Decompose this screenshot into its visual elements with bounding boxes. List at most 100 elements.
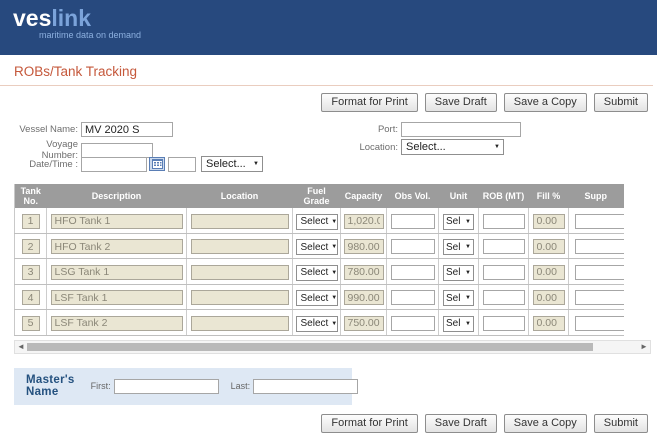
logo-tagline: maritime data on demand xyxy=(39,30,142,40)
obs-vol-input[interactable] xyxy=(390,290,435,306)
first-name-label: First: xyxy=(90,381,111,391)
table-row: Select▼ Sel▼ xyxy=(14,233,624,259)
scroll-right-icon[interactable]: ► xyxy=(640,342,648,351)
supplier-input[interactable] xyxy=(574,239,624,255)
save-draft-button[interactable]: Save Draft xyxy=(424,93,497,112)
supplier-input[interactable] xyxy=(574,315,624,331)
description-input xyxy=(50,315,183,331)
chevron-down-icon: ▼ xyxy=(253,161,259,167)
first-name-input[interactable] xyxy=(113,378,219,394)
chevron-down-icon: ▼ xyxy=(331,269,338,276)
rob-input[interactable] xyxy=(482,264,525,280)
tank-no-input xyxy=(21,315,40,331)
supplier-input[interactable] xyxy=(574,290,624,306)
column-header-location: Location xyxy=(186,184,293,208)
last-name-input[interactable] xyxy=(253,378,359,394)
fuel-grade-select[interactable]: Select ▼ xyxy=(295,315,338,332)
timezone-select-value: Select... xyxy=(206,158,246,170)
format-for-print-button[interactable]: Format for Print xyxy=(321,413,418,433)
column-header-tank-no: Tank No. xyxy=(14,184,47,208)
column-header-unit: Unit xyxy=(438,184,479,208)
rob-input[interactable] xyxy=(482,315,525,331)
chevron-down-icon: ▼ xyxy=(331,244,338,250)
column-header-capacity: Capacity xyxy=(340,184,387,208)
location-input xyxy=(190,264,289,280)
chevron-down-icon: ▼ xyxy=(465,244,471,250)
unit-value: Sel xyxy=(446,241,461,253)
unit-value: Sel xyxy=(446,292,461,304)
voyage-number-input[interactable] xyxy=(81,142,153,158)
scrollbar-thumb[interactable] xyxy=(27,342,593,351)
rob-input[interactable] xyxy=(482,290,525,306)
fuel-grade-select[interactable]: Select ▼ xyxy=(295,239,338,255)
chevron-down-icon: ▼ xyxy=(494,144,500,150)
format-for-print-button[interactable]: Format for Print xyxy=(321,93,418,112)
submit-button[interactable]: Submit xyxy=(593,93,648,112)
save-draft-button[interactable]: Save Draft xyxy=(424,413,497,433)
fuel-grade-value: Select xyxy=(300,318,329,329)
capacity-input xyxy=(343,290,384,306)
fuel-grade-value: Select xyxy=(300,241,329,253)
time-input[interactable] xyxy=(168,156,196,172)
fuel-grade-value: Select xyxy=(300,292,329,304)
supplier-input[interactable] xyxy=(574,264,624,280)
chevron-down-icon: ▼ xyxy=(465,295,471,301)
location-input xyxy=(190,239,289,255)
obs-vol-input[interactable] xyxy=(390,239,435,255)
unit-select[interactable]: Sel ▼ xyxy=(443,315,474,332)
obs-vol-input[interactable] xyxy=(390,213,435,229)
masters-name-section: Master's Name First: Last: xyxy=(14,367,359,405)
submit-button[interactable]: Submit xyxy=(593,413,648,433)
fuel-grade-select[interactable]: Select ▼ xyxy=(295,290,338,306)
app-header: veslink maritime data on demand xyxy=(0,0,657,55)
logo-text-ves: ves xyxy=(13,5,52,31)
column-header-fuel-grade: Fuel Grade xyxy=(292,184,341,208)
calendar-icon-glyph xyxy=(151,159,163,169)
masters-name-title: Master's Name xyxy=(26,374,75,398)
column-header-supp: Supp xyxy=(568,184,624,208)
date-input[interactable] xyxy=(81,156,147,172)
unit-select[interactable]: Sel ▼ xyxy=(443,239,474,255)
obs-vol-input[interactable] xyxy=(390,264,435,280)
save-a-copy-button[interactable]: Save a Copy xyxy=(503,413,587,433)
scroll-left-icon[interactable]: ◄ xyxy=(17,342,25,351)
table-row: Select▼ Sel▼ xyxy=(14,208,624,234)
last-name-label: Last: xyxy=(230,381,251,391)
tank-no-input xyxy=(21,290,40,306)
datetime-label: Date/Time : xyxy=(29,158,78,170)
calendar-icon[interactable] xyxy=(149,157,165,171)
supplier-input[interactable] xyxy=(574,213,624,229)
fuel-grade-select[interactable]: Select ▼ xyxy=(295,264,338,281)
horizontal-scrollbar[interactable]: ◄ ► xyxy=(14,339,651,354)
description-input xyxy=(50,213,183,229)
rob-input[interactable] xyxy=(482,213,525,229)
unit-value: Sel xyxy=(446,318,461,329)
unit-select[interactable]: Sel ▼ xyxy=(443,213,474,230)
table-row: Select▼ Sel▼ xyxy=(14,258,624,285)
table-header-row: Tank No. Description Location Fuel Grade… xyxy=(14,184,624,208)
unit-select[interactable]: Sel ▼ xyxy=(443,264,474,281)
port-input[interactable] xyxy=(401,122,521,137)
timezone-select[interactable]: Select... ▼ xyxy=(201,156,263,172)
port-label: Port: xyxy=(377,124,398,135)
rob-input[interactable] xyxy=(482,239,525,255)
obs-vol-input[interactable] xyxy=(390,315,435,331)
logo-text-link: link xyxy=(51,5,91,31)
tank-table-container: Tank No. Description Location Fuel Grade… xyxy=(14,184,624,336)
tank-no-input xyxy=(21,264,40,280)
description-input xyxy=(50,239,183,255)
unit-value: Sel xyxy=(446,216,461,227)
table-row: Select▼ Sel▼ xyxy=(14,284,624,310)
tank-table: Tank No. Description Location Fuel Grade… xyxy=(14,184,624,336)
chevron-down-icon: ▼ xyxy=(331,295,338,301)
unit-value: Sel xyxy=(446,267,461,278)
location-select[interactable]: Select... ▼ xyxy=(401,139,504,155)
description-input xyxy=(50,264,183,280)
vessel-name-input[interactable] xyxy=(81,122,173,137)
voyage-number-label: Voyage Number: xyxy=(41,139,78,161)
unit-select[interactable]: Sel ▼ xyxy=(443,290,474,306)
save-a-copy-button[interactable]: Save a Copy xyxy=(503,93,587,112)
fill-input xyxy=(532,213,565,229)
fuel-grade-select[interactable]: Select ▼ xyxy=(295,213,338,230)
toolbar-bottom: Format for Print Save Draft Save a Copy … xyxy=(0,413,657,433)
